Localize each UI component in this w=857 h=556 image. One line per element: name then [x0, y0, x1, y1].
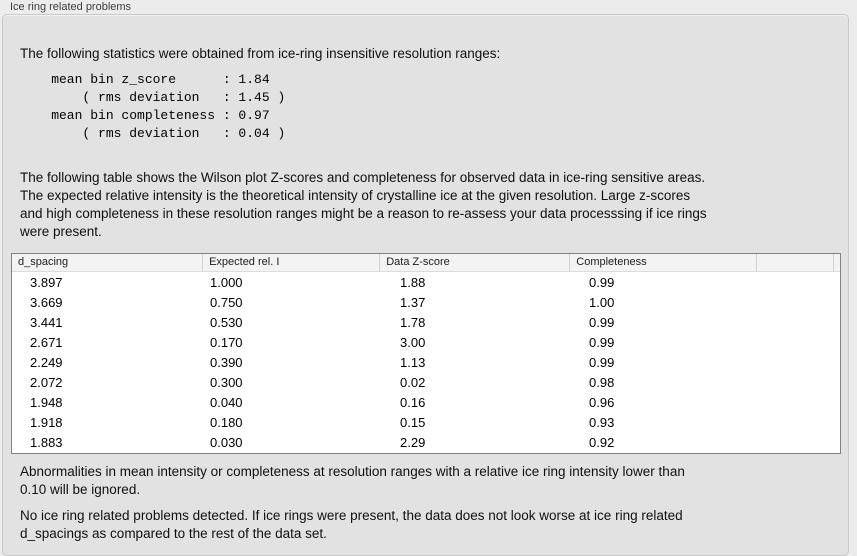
panel-title: Ice ring related problems	[10, 1, 132, 13]
table-cell: 3.669	[30, 294, 63, 310]
table-row[interactable]: 3.441 0.530 1.78 0.99	[12, 312, 840, 332]
table-cell: 1.883	[30, 435, 63, 451]
table-cell: 0.92	[589, 435, 615, 451]
table-row[interactable]: 3.897 1.000 1.88 0.99	[12, 272, 840, 292]
table-cell: 1.00	[589, 294, 615, 310]
table-cell: 2.29	[400, 435, 426, 451]
table-cell: 1.37	[400, 294, 426, 310]
table-row[interactable]: 1.883 0.030 2.29 0.92	[12, 433, 840, 453]
table-cell: 0.300	[210, 375, 243, 391]
table-cell: 1.78	[400, 314, 426, 330]
table-cell: 0.180	[210, 415, 243, 431]
table-row[interactable]: 1.918 0.180 0.15 0.93	[12, 413, 840, 433]
table-cell: 1.13	[400, 354, 426, 370]
table-note: The following table shows the Wilson plo…	[20, 170, 707, 239]
column-header-d-spacing[interactable]: d_spacing	[12, 254, 204, 271]
column-header-data-z-score[interactable]: Data Z-score	[380, 254, 571, 271]
table-cell: 0.530	[210, 314, 243, 330]
table-row[interactable]: 1.948 0.040 0.16 0.96	[12, 393, 840, 413]
table-row[interactable]: 2.249 0.390 1.13 0.99	[12, 352, 840, 372]
table-cell: 1.948	[30, 395, 63, 411]
ice-ring-table: d_spacing Expected rel. I Data Z-score C…	[11, 253, 841, 454]
table-cell: 0.040	[210, 395, 243, 411]
table-cell: 2.072	[30, 375, 63, 391]
table-cell: 0.390	[210, 354, 243, 370]
column-header-filler	[834, 254, 840, 271]
table-row[interactable]: 2.072 0.300 0.02 0.98	[12, 373, 840, 393]
table-cell: 0.99	[589, 334, 615, 350]
table-cell: 3.441	[30, 314, 63, 330]
table-cell: 0.16	[400, 395, 426, 411]
table-cell: 3.00	[400, 334, 426, 350]
column-header-expected-rel-i[interactable]: Expected rel. I	[203, 254, 381, 271]
table-header-row: d_spacing Expected rel. I Data Z-score C…	[12, 254, 840, 272]
ice-ring-groupbox: The following statistics were obtained f…	[2, 14, 849, 556]
column-header-empty[interactable]	[757, 254, 834, 271]
table-cell: 0.02	[400, 375, 426, 391]
table-cell: 0.99	[589, 314, 615, 330]
column-header-completeness[interactable]: Completeness	[570, 254, 758, 271]
table-cell: 0.99	[589, 354, 615, 370]
table-cell: 0.99	[589, 274, 615, 290]
table-cell: 0.96	[589, 395, 615, 411]
table-cell: 2.249	[30, 354, 63, 370]
ignore-note: Abnormalities in mean intensity or compl…	[20, 464, 685, 497]
table-cell: 0.98	[589, 375, 615, 391]
table-cell: 0.030	[210, 435, 243, 451]
table-cell: 0.750	[210, 294, 243, 310]
table-cell: 1.000	[210, 274, 243, 290]
table-cell: 1.88	[400, 274, 426, 290]
intro-text: The following statistics were obtained f…	[20, 46, 501, 61]
table-cell: 0.170	[210, 334, 243, 350]
table-cell: 1.918	[30, 415, 63, 431]
table-body: 3.897 1.000 1.88 0.99 3.669 0.750 1.37 1.00 3.44…	[12, 272, 840, 453]
stats-block: mean bin z_score : 1.84 ( rms deviation …	[51, 72, 286, 141]
table-row[interactable]: 3.669 0.750 1.37 1.00	[12, 292, 840, 312]
table-cell: 0.93	[589, 415, 615, 431]
table-cell: 2.671	[30, 334, 63, 350]
conclusion-text: No ice ring related problems detected. I…	[20, 508, 683, 541]
table-row[interactable]: 2.671 0.170 3.00 0.99	[12, 332, 840, 352]
table-cell: 3.897	[30, 274, 63, 290]
table-cell: 0.15	[400, 415, 426, 431]
